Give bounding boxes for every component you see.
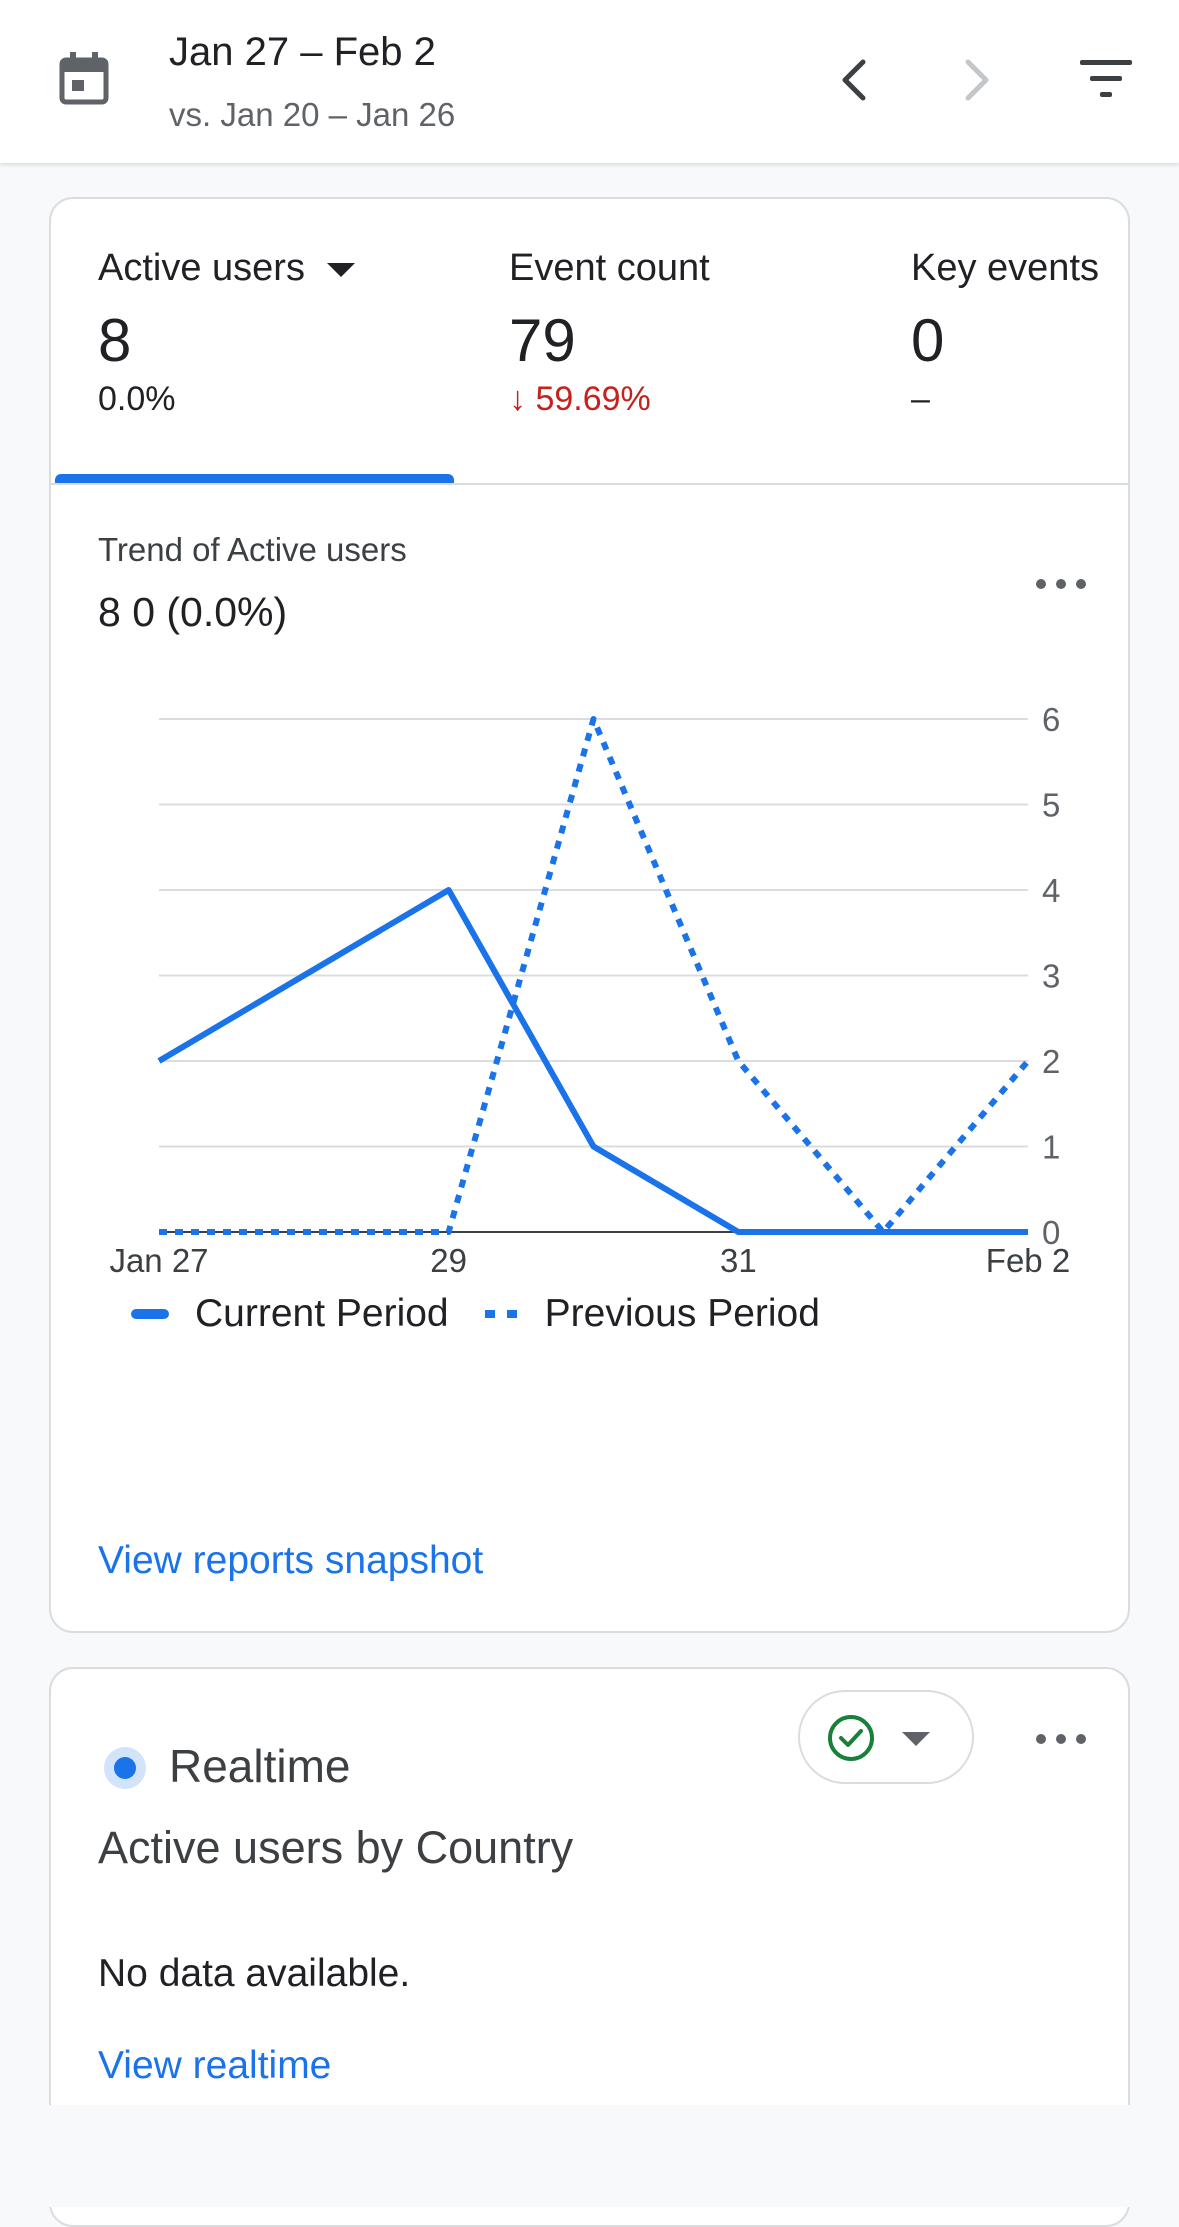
realtime-subtitle: Active users by Country [98, 1822, 574, 1873]
comparison-range: vs. Jan 20 – Jan 26 [169, 96, 456, 133]
metric-event-count[interactable]: Event count 79 ↓ 59.69% [509, 247, 710, 419]
metric-value-key-events: 0 [911, 307, 945, 374]
trend-chart: 0 1 2 3 4 5 6 Jan 27 29 31 Feb 2 [109, 701, 1070, 1279]
tab-divider [51, 483, 1128, 485]
metric-key-events[interactable]: Key events 0 – [911, 247, 1099, 419]
chevron-left-icon[interactable] [825, 50, 885, 110]
legend-previous-label: Previous Period [544, 1292, 820, 1335]
y-tick-label: 2 [1042, 1043, 1060, 1080]
realtime-title: Realtime [169, 1740, 351, 1792]
metric-active-users[interactable]: Active users 8 0.0% [98, 247, 355, 419]
selected-tab-indicator [55, 474, 454, 483]
y-tick-label: 6 [1042, 701, 1060, 738]
legend-current-label: Current Period [195, 1292, 449, 1335]
more-options-icon[interactable] [1031, 1724, 1091, 1754]
metric-value-event-count: 79 [509, 307, 576, 374]
metric-change-key-events: – [911, 380, 930, 418]
metric-label-text: Active users [98, 247, 305, 289]
more-options-icon[interactable] [1031, 569, 1091, 599]
calendar-icon[interactable] [58, 52, 110, 106]
overview-card: Active users 8 0.0% Event count 79 ↓ 59.… [49, 197, 1130, 1633]
chevron-right-icon[interactable] [946, 50, 1006, 110]
series-previous-line [159, 716, 1031, 1235]
top-bar: Jan 27 – Feb 2 vs. Jan 20 – Jan 26 [0, 0, 1179, 163]
series-current-line [157, 887, 1028, 1235]
x-tick-label: 31 [720, 1242, 757, 1279]
x-tick-label: Feb 2 [986, 1242, 1070, 1279]
metric-label-key-events: Key events [911, 247, 1099, 289]
filter-icon[interactable] [1076, 56, 1136, 106]
legend-previous-swatch [484, 1310, 519, 1318]
status-dropdown[interactable] [798, 1690, 974, 1784]
view-reports-snapshot-link[interactable]: View reports snapshot [98, 1539, 484, 1582]
caret-down-icon [902, 1732, 930, 1746]
y-tick-label: 4 [1042, 872, 1060, 909]
y-tick-label: 3 [1042, 958, 1060, 995]
trend-title: Trend of Active users [98, 531, 407, 568]
view-realtime-link[interactable]: View realtime [98, 2044, 332, 2087]
caret-down-icon[interactable] [326, 262, 355, 277]
legend-current-swatch [131, 1309, 169, 1319]
y-tick-label: 5 [1042, 787, 1060, 824]
empty-state-message: No data available. [98, 1952, 411, 1995]
metric-label-active-users[interactable]: Active users [98, 247, 355, 290]
x-tick-label: 29 [430, 1242, 467, 1279]
metric-change-active-users: 0.0% [98, 380, 176, 418]
metric-label-event-count: Event count [509, 247, 710, 289]
bottom-area [0, 2105, 1179, 2207]
trend-summary: 8 0 (0.0%) [98, 589, 288, 635]
chart-legend: Current Period Previous Period [131, 1292, 820, 1336]
date-range[interactable]: Jan 27 – Feb 2 [169, 30, 436, 74]
metric-value-active-users: 8 [98, 307, 132, 374]
x-tick-label: Jan 27 [109, 1242, 208, 1279]
y-tick-label: 0 [1042, 1214, 1060, 1251]
check-circle-icon [828, 1715, 874, 1761]
realtime-indicator-icon [104, 1747, 146, 1789]
y-tick-label: 1 [1042, 1129, 1060, 1166]
metric-change-event-count: ↓ 59.69% [509, 380, 651, 418]
